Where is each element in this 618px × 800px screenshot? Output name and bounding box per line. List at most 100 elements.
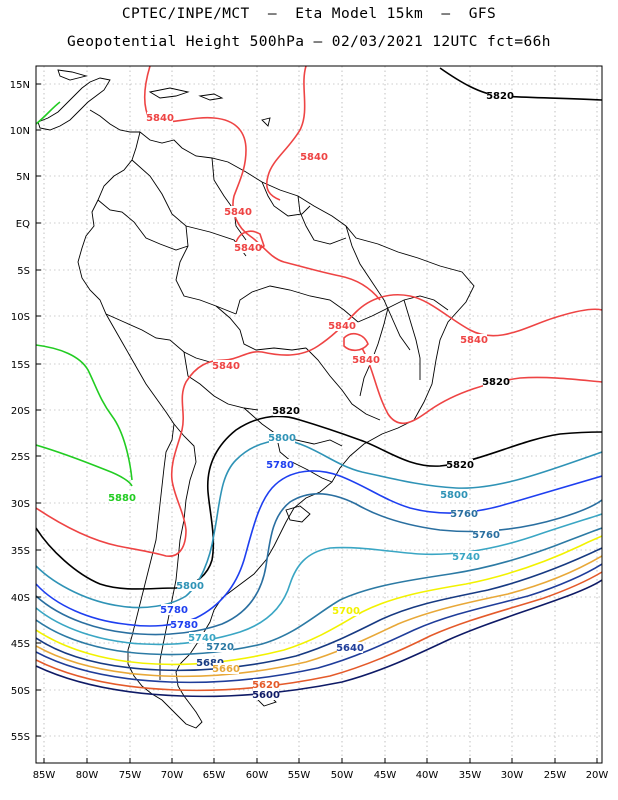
contour-label: 5620 — [252, 680, 280, 691]
contour-label: 5820 — [482, 377, 510, 388]
contour-label: 5800 — [268, 433, 296, 444]
contour-5880-top — [36, 101, 61, 125]
contour-label-background — [487, 90, 513, 101]
contour-label: 5640 — [336, 643, 364, 654]
contour-label-background — [329, 320, 355, 331]
contour-label-background — [451, 508, 477, 519]
contour-label-background — [189, 632, 215, 643]
contour-label-background — [109, 492, 135, 503]
contour-label: 5840 — [328, 321, 356, 332]
longitude-tick-label: 30W — [501, 770, 524, 781]
latitude-tick-label: 5S — [17, 266, 30, 277]
contour-5840-amazon — [265, 66, 307, 201]
contour-5600 — [36, 579, 602, 698]
contour-label-background — [337, 642, 363, 653]
longitude-tick-label: 80W — [76, 770, 99, 781]
longitude-tick-label: 35W — [459, 770, 482, 781]
longitude-tick-label: 40W — [416, 770, 439, 781]
contour-label: 5780 — [266, 460, 294, 471]
contour-label-background — [301, 151, 327, 162]
map-title-line-2: Geopotential Height 500hPa – 02/03/2021 … — [67, 34, 551, 50]
longitude-tick-label: 85W — [33, 770, 56, 781]
latitude-tick-label: 20S — [11, 406, 30, 417]
contour-5820-main — [36, 415, 602, 590]
contour-5660 — [36, 555, 602, 678]
contour-label: 5820 — [272, 406, 300, 417]
contour-label: 5800 — [440, 490, 468, 501]
contour-label: 5600 — [252, 690, 280, 701]
contour-5620 — [36, 571, 602, 692]
contour-label-background — [269, 432, 295, 443]
contour-5820-north — [439, 67, 602, 101]
contour-label-background — [213, 663, 239, 674]
latitude-tick-label: 45S — [11, 639, 30, 650]
contour-label: 5840 — [146, 113, 174, 124]
contour-label-background — [253, 679, 279, 690]
contour-label-background — [333, 605, 359, 616]
contour-5800 — [36, 439, 602, 609]
longitude-tick-label: 25W — [544, 770, 567, 781]
map-frame — [35, 65, 603, 764]
longitude-tick-label: 45W — [374, 770, 397, 781]
contour-label-background — [453, 551, 479, 562]
latitude-tick-label: 10N — [10, 126, 30, 137]
contour-label: 5840 — [212, 361, 240, 372]
contour-label-background — [177, 580, 203, 591]
contour-label: 5820 — [446, 460, 474, 471]
contour-label: 5840 — [300, 152, 328, 163]
contour-label: 5780 — [170, 620, 198, 631]
contour-5840-loop2 — [343, 332, 369, 352]
contour-5720 — [36, 527, 602, 656]
axis-tick-labels: 15N 10N 5N EQ 5S 10S 15S 20S 25S 30S 35S 40S 45S 50S 5… — [10, 80, 609, 781]
south-america-coastline — [77, 131, 475, 729]
latitude-tick-label: 40S — [11, 593, 30, 604]
contour-label-background — [267, 459, 293, 470]
longitude-tick-label: 60W — [246, 770, 269, 781]
contour-5880-south — [36, 444, 133, 487]
contour-label-background — [171, 619, 197, 630]
contour-label-background — [447, 459, 473, 470]
contour-label: 5760 — [450, 509, 478, 520]
contour-label-background — [225, 206, 251, 217]
contour-label: 5840 — [224, 207, 252, 218]
contour-label: 5800 — [176, 581, 204, 592]
contour-5880-north — [36, 344, 133, 481]
latitude-tick-label: 55S — [11, 732, 30, 743]
contour-label-background — [235, 242, 261, 253]
longitude-tick-label: 20W — [586, 770, 609, 781]
contour-5840-main — [36, 294, 602, 557]
contour-label-background — [441, 489, 467, 500]
contour-label: 5760 — [472, 530, 500, 541]
contour-5840-east — [361, 347, 602, 425]
longitude-tick-label: 65W — [203, 770, 226, 781]
contour-label: 5840 — [460, 335, 488, 346]
contour-label-background — [161, 604, 187, 615]
contour-value-labels: 5820 5840 5840 5840 5840 5840 5840 5840 5840 5880… — [108, 90, 514, 701]
contour-5780 — [36, 470, 602, 627]
latitude-tick-label: 30S — [11, 499, 30, 510]
contour-label-background — [273, 405, 299, 416]
latitude-tick-label: EQ — [16, 219, 30, 230]
contour-5700 — [36, 535, 602, 666]
latitude-tick-label: 10S — [11, 312, 30, 323]
latitude-tick-label: 35S — [11, 546, 30, 557]
contour-label: 5700 — [332, 606, 360, 617]
latitude-tick-label: 50S — [11, 686, 30, 697]
longitude-tick-label: 70W — [161, 770, 184, 781]
longitude-tick-label: 55W — [288, 770, 311, 781]
longitude-tick-label: 75W — [119, 770, 142, 781]
longitude-tick-label: 50W — [331, 770, 354, 781]
contour-label: 5680 — [196, 658, 224, 669]
contour-label-background — [353, 354, 379, 365]
contour-label-background — [213, 360, 239, 371]
coastlines-and-borders — [37, 69, 475, 729]
contour-label: 5840 — [234, 243, 262, 254]
contour-label: 5720 — [206, 642, 234, 653]
contour-label: 5660 — [212, 664, 240, 675]
contour-label-background — [147, 112, 173, 123]
contour-label: 5880 — [108, 493, 136, 504]
contour-5640 — [36, 563, 602, 684]
contour-label: 5780 — [160, 605, 188, 616]
latitude-tick-label: 15S — [11, 360, 30, 371]
